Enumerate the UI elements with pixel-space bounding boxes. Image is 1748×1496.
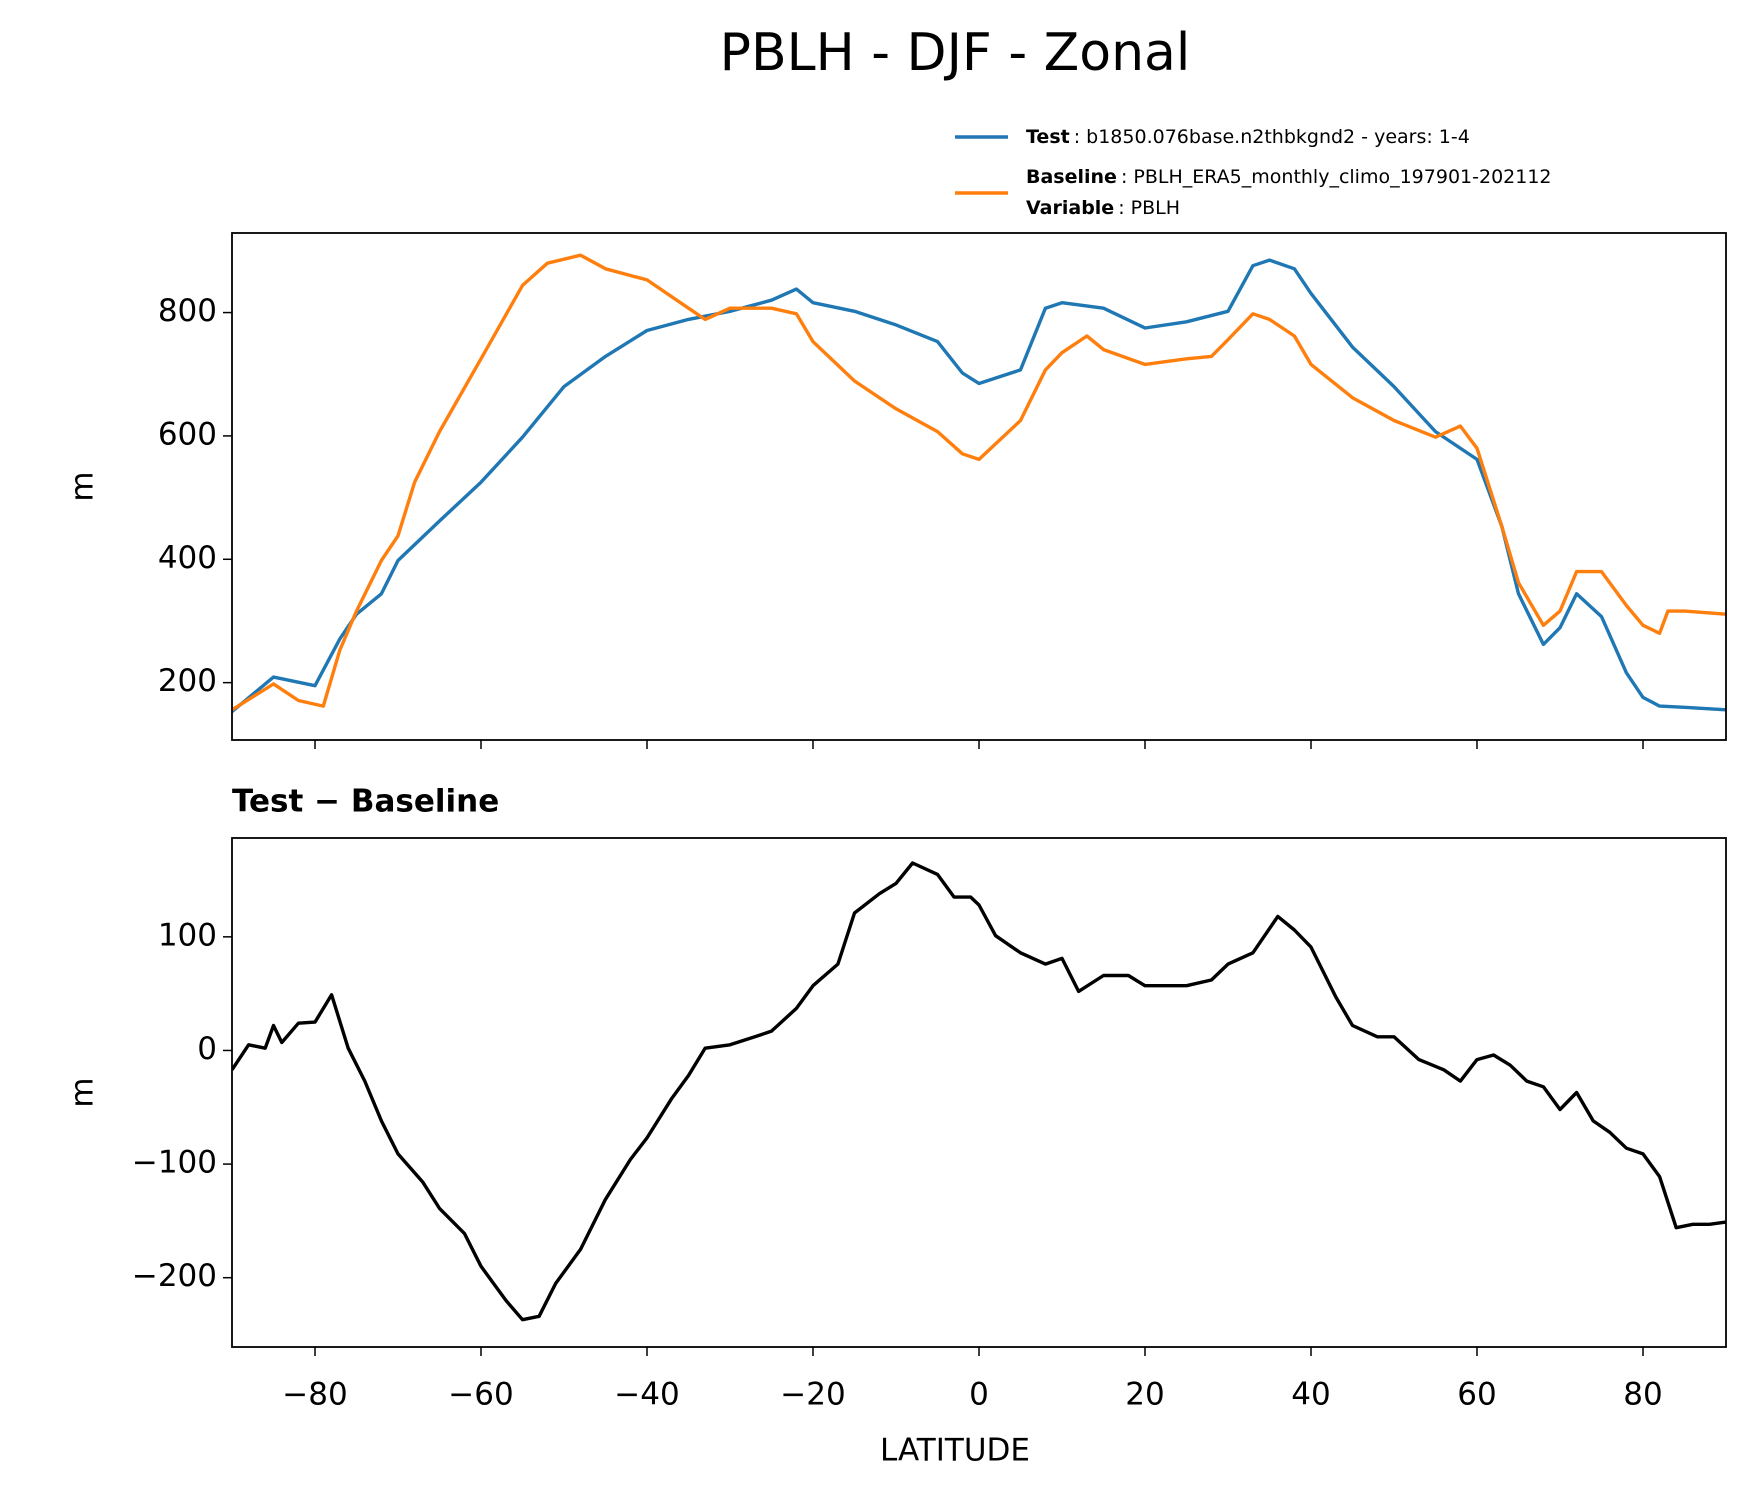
data-line [232, 861, 1726, 1322]
legend-note: Variable: PBLH [1026, 197, 1180, 219]
x-tick-label: −40 [614, 1377, 679, 1413]
x-tick-label: 40 [1291, 1377, 1330, 1413]
y-tick-label: 400 [158, 540, 217, 576]
legend-note-name: Variable [1026, 197, 1114, 219]
y-tick-label: −200 [132, 1258, 217, 1294]
y-axis-label: m [65, 1077, 101, 1107]
x-axis-label: LATITUDE [880, 1433, 1030, 1469]
legend-label: Test: b1850.076base.n2thbkgnd2 - years: … [1026, 126, 1470, 148]
legend-label: Baseline: PBLH_ERA5_monthly_climo_197901… [1026, 166, 1552, 188]
data-line [232, 253, 1726, 712]
x-tick-label: −60 [448, 1377, 513, 1413]
x-tick-label: −80 [282, 1377, 347, 1413]
figure-title: PBLH - DJF - Zonal [720, 23, 1191, 83]
y-tick-label: 100 [158, 917, 217, 953]
x-tick-label: 20 [1125, 1377, 1164, 1413]
y-tick-label: 200 [158, 663, 217, 699]
axes-frame [231, 837, 1727, 1348]
x-tick-label: 60 [1457, 1377, 1496, 1413]
y-tick-label: 0 [197, 1031, 217, 1067]
panel-title: Test − Baseline [232, 784, 499, 820]
legend-description: : b1850.076base.n2thbkgnd2 - years: 1-4 [1074, 126, 1470, 148]
legend-name: Baseline [1026, 166, 1117, 188]
y-tick-label: 600 [158, 416, 217, 452]
legend-note-text: : PBLH [1118, 197, 1180, 219]
axes-frame [231, 232, 1727, 741]
legend-name: Test [1026, 126, 1070, 148]
y-tick-label: 800 [158, 293, 217, 329]
x-tick-label: 0 [969, 1377, 989, 1413]
x-tick-label: −20 [780, 1377, 845, 1413]
legend-description: : PBLH_ERA5_monthly_climo_197901-202112 [1121, 166, 1552, 188]
data-line [232, 258, 1726, 713]
y-axis-label: m [65, 471, 101, 501]
y-tick-label: −100 [132, 1145, 217, 1181]
x-tick-label: 80 [1623, 1377, 1662, 1413]
